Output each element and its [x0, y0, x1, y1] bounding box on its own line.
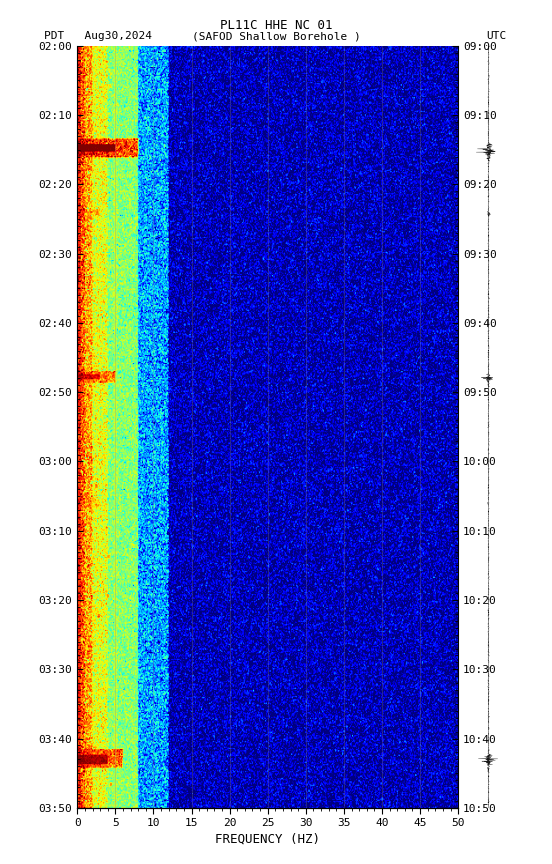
Text: UTC: UTC	[486, 31, 506, 41]
X-axis label: FREQUENCY (HZ): FREQUENCY (HZ)	[215, 832, 320, 845]
Text: PL11C HHE NC 01: PL11C HHE NC 01	[220, 19, 332, 32]
Text: (SAFOD Shallow Borehole ): (SAFOD Shallow Borehole )	[192, 31, 360, 41]
Text: PDT   Aug30,2024: PDT Aug30,2024	[44, 31, 152, 41]
